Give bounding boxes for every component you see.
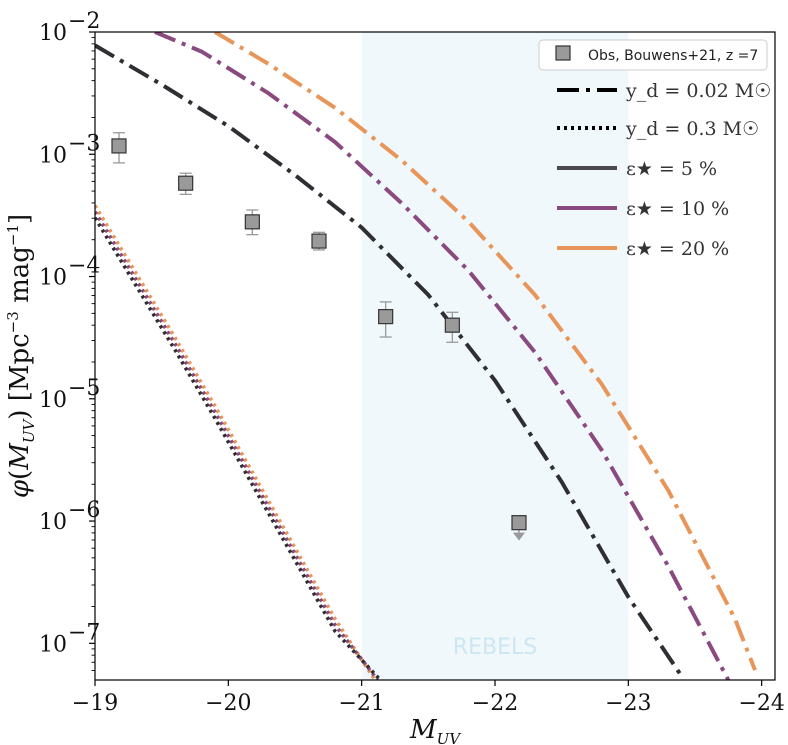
- legend-label: y_d = 0.02 M☉: [625, 80, 771, 102]
- x-tick-label: −23: [605, 691, 651, 716]
- x-axis-ticks: −19 −20 −21 −22 −23 −24: [72, 680, 785, 716]
- obs-point: [244, 209, 260, 236]
- y-axis-label: φ(MUV) [Mpc−3 mag−1]: [4, 214, 38, 498]
- obs-limit-arrow: [513, 532, 525, 541]
- obs-marker: [111, 138, 127, 154]
- observation-points: [111, 132, 527, 541]
- legend-obs-box: [538, 39, 768, 71]
- y-tick-exponent: −7: [68, 620, 100, 645]
- rebels-label: REBELS: [453, 635, 537, 660]
- obs-marker: [244, 214, 260, 230]
- obs-marker: [511, 515, 527, 531]
- legend-label: ε★ = 10 %: [626, 198, 729, 220]
- legend-obs-label: Obs, Bouwens+21, z =7: [588, 48, 758, 64]
- obs-point: [444, 311, 460, 343]
- y-tick-label: 10: [39, 143, 67, 168]
- obs-marker: [178, 175, 194, 191]
- plot-frame: [94, 31, 776, 681]
- obs-point: [511, 515, 527, 541]
- x-tick-label: −20: [205, 691, 251, 716]
- series-eps20_dotted: [95, 204, 377, 680]
- y-tick-label: 10: [39, 388, 67, 413]
- y-tick-label: 10: [39, 266, 67, 291]
- legend-label: ε★ = 5 %: [626, 158, 717, 180]
- obs-marker: [311, 233, 327, 249]
- obs-point: [178, 172, 194, 196]
- y-tick-exponent: −5: [68, 376, 100, 401]
- obs-point: [378, 301, 394, 338]
- x-tick-label: −24: [738, 691, 784, 716]
- y-tick-exponent: −3: [68, 131, 100, 156]
- model-curves: [95, 32, 757, 680]
- y-tick-exponent: −6: [68, 498, 100, 523]
- x-tick-label: −19: [72, 691, 118, 716]
- obs-point: [111, 132, 127, 164]
- y-axis-ticks: 10−210−310−410−510−610−7: [39, 9, 100, 671]
- series-eps10_dashdot: [154, 32, 731, 680]
- series-eps10_dotted: [95, 210, 380, 680]
- y-tick-exponent: −2: [68, 9, 100, 34]
- x-tick-label: −22: [472, 691, 518, 716]
- y-tick-label: 10: [39, 21, 67, 46]
- obs-marker: [444, 317, 460, 333]
- legend: Obs, Bouwens+21, z =7 y_d = 0.02 M☉ y_d = …: [538, 39, 771, 260]
- legend-obs-marker: [555, 45, 571, 61]
- obs-marker: [378, 309, 394, 325]
- x-tick-label: −21: [338, 691, 384, 716]
- series-eps5_dashdot: [95, 43, 684, 678]
- series-eps5_dotted: [95, 216, 382, 680]
- legend-label: ε★ = 20 %: [626, 238, 729, 260]
- rebels-region: [361, 32, 629, 680]
- y-tick-exponent: −4: [68, 254, 100, 279]
- y-tick-label: 10: [39, 632, 67, 657]
- x-axis-label: MUV: [409, 715, 462, 745]
- y-tick-label: 10: [39, 510, 67, 535]
- obs-point: [311, 231, 327, 251]
- legend-label: y_d = 0.3 M☉: [625, 118, 759, 140]
- series-eps20_dashdot: [213, 32, 757, 671]
